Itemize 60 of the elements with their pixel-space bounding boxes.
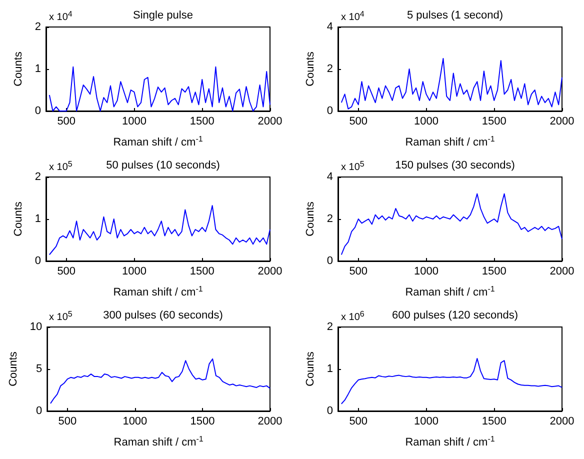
x-tick-label: 500 [349, 116, 368, 128]
y-tick-label: 0 [34, 255, 41, 267]
x-tick-label: 500 [349, 266, 368, 278]
y-tick-label: 10 [30, 321, 42, 333]
x-tick-label: 2000 [258, 116, 282, 128]
y-tick-label: 1 [326, 363, 333, 375]
x-tick-label: 1000 [414, 416, 438, 428]
x-tick-label: 2000 [258, 266, 282, 278]
y-tick-label: 2 [326, 321, 333, 333]
x-tick-label: 1500 [190, 116, 214, 128]
line-series [50, 358, 270, 404]
chart-title: 150 pulses (30 seconds) [395, 160, 515, 172]
x-tick-label: 1500 [482, 266, 506, 278]
x-tick-label: 1500 [482, 116, 506, 128]
y-tick-label: 0 [326, 255, 333, 267]
x-tick-label: 500 [57, 116, 76, 128]
chart-title: 300 pulses (60 seconds) [103, 310, 223, 322]
line-series [340, 58, 562, 110]
line-series [340, 193, 562, 256]
x-tick-label: 2000 [258, 416, 282, 428]
y-axis-title: Counts [304, 51, 316, 86]
y-axis-title: Counts [304, 351, 316, 386]
chart-title: Single pulse [133, 10, 193, 22]
x-tick-label: 500 [57, 266, 76, 278]
y-tick-label: 2 [326, 213, 333, 225]
x-tick-label: 1500 [190, 266, 214, 278]
y-tick-label: 1 [34, 213, 41, 225]
y-tick-label: 1 [34, 63, 41, 75]
x-tick-label: 1500 [190, 416, 215, 428]
x-tick-label: 1000 [414, 116, 438, 128]
y-axis-title: Counts [12, 201, 24, 236]
x-tick-label: 1000 [122, 416, 148, 428]
x-tick-label: 2000 [550, 116, 574, 128]
x-tick-label: 2000 [550, 416, 574, 428]
y-tick-label: 4 [326, 171, 333, 183]
chart-title: 5 pulses (1 second) [407, 10, 503, 22]
x-tick-label: 2000 [550, 266, 574, 278]
y-tick-label: 2 [34, 171, 41, 183]
x-tick-label: 1000 [122, 266, 146, 278]
y-tick-label: 0 [326, 405, 333, 417]
y-tick-label: 0 [36, 405, 42, 417]
y-axis-title: Counts [8, 351, 20, 386]
y-tick-label: 5 [36, 363, 42, 375]
y-tick-label: 2 [326, 63, 333, 75]
chart-title: 50 pulses (10 seconds) [106, 160, 220, 172]
x-tick-label: 500 [58, 416, 77, 428]
x-tick-label: 1000 [122, 116, 146, 128]
chart-title: 600 pulses (120 seconds) [392, 310, 518, 322]
line-series [48, 66, 270, 112]
x-tick-label: 1500 [482, 416, 506, 428]
line-series [48, 205, 270, 256]
y-axis-title: Counts [12, 51, 24, 86]
y-tick-label: 0 [326, 105, 333, 117]
y-tick-label: 0 [34, 105, 41, 117]
line-series [340, 358, 562, 404]
x-tick-label: 1000 [414, 266, 438, 278]
x-tick-label: 500 [349, 416, 368, 428]
y-axis-title: Counts [304, 201, 316, 236]
y-tick-label: 4 [326, 21, 333, 33]
y-tick-label: 2 [34, 21, 41, 33]
